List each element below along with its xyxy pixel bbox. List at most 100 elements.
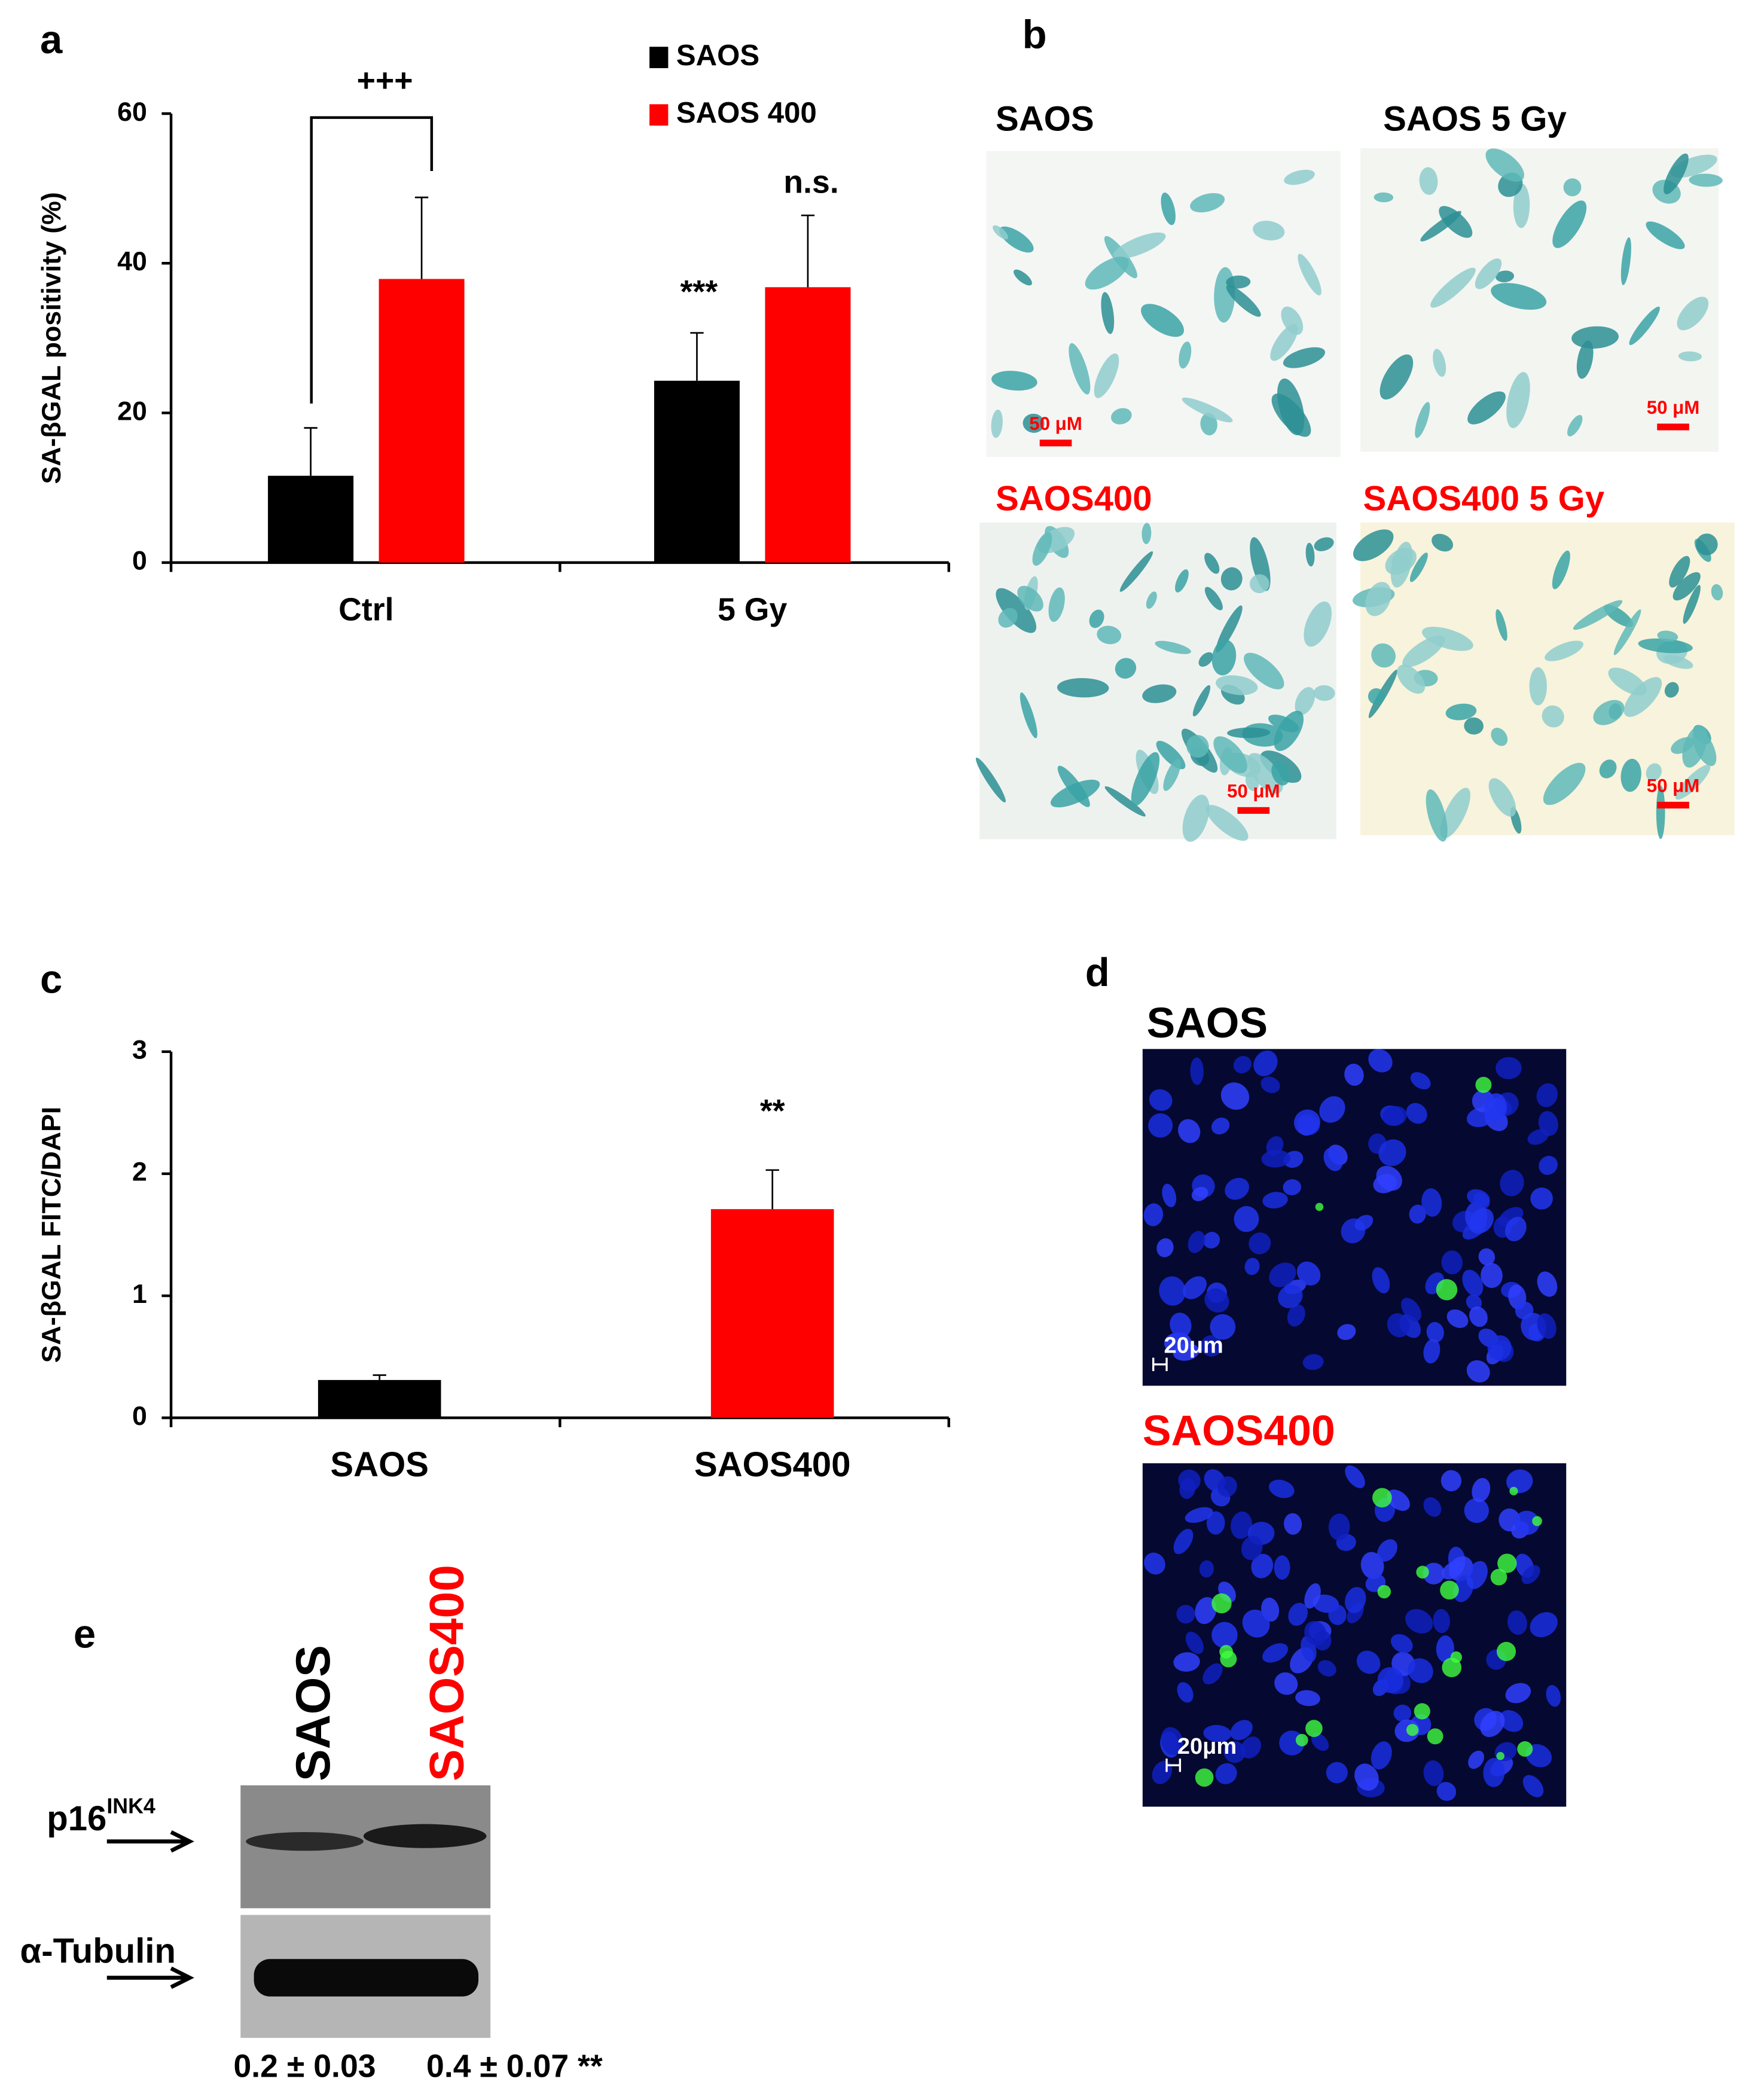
- cell: [1696, 533, 1718, 555]
- cell: [1268, 1479, 1295, 1498]
- scale-bar-label: 50 μM: [1029, 413, 1082, 434]
- cell: [1262, 1643, 1288, 1663]
- cell: [1371, 1741, 1392, 1770]
- annotation: ***: [680, 274, 718, 310]
- row-label-main: p16: [47, 1799, 106, 1838]
- y-axis-label: SA-βGAL FITC/DAPI: [37, 1107, 66, 1363]
- cell: [1599, 759, 1617, 779]
- cell: [1203, 1724, 1232, 1742]
- y-tick-label: 0: [132, 1402, 147, 1431]
- legend-label: SAOS: [676, 39, 759, 72]
- cell: [1304, 1583, 1321, 1609]
- cell: [1115, 658, 1137, 679]
- cell: [1419, 167, 1438, 195]
- cell: [1204, 553, 1220, 574]
- band: [254, 1959, 479, 1997]
- cell: [1545, 640, 1583, 661]
- cell: [1468, 1208, 1494, 1234]
- cell: [1409, 1204, 1426, 1224]
- cell: [1608, 667, 1647, 696]
- cell: [1113, 232, 1166, 259]
- cell: [1390, 1634, 1413, 1653]
- cell: [1188, 1231, 1205, 1253]
- cell: [1422, 627, 1473, 651]
- cell: [1283, 347, 1326, 368]
- cell: [1317, 1660, 1336, 1677]
- cell: [1673, 572, 1701, 601]
- cell: [1567, 414, 1583, 436]
- green-cell: [1416, 1565, 1429, 1579]
- cell: [1249, 1232, 1271, 1254]
- cell: [1244, 652, 1284, 689]
- cell: [1430, 267, 1476, 308]
- panel-label: a: [40, 17, 63, 62]
- cell: [1365, 582, 1391, 616]
- cell: [1142, 684, 1177, 703]
- cell: [1173, 1652, 1200, 1672]
- cell: [1244, 1257, 1260, 1275]
- cell: [1305, 542, 1315, 567]
- green-cell: [1509, 1486, 1518, 1495]
- cell: [1439, 206, 1473, 238]
- cell: [1678, 351, 1702, 362]
- cell: [1675, 764, 1711, 800]
- green-cell: [1295, 1733, 1308, 1747]
- band: [246, 1832, 364, 1851]
- cell: [1048, 587, 1065, 622]
- cell: [1161, 193, 1176, 225]
- quantification: 0.4 ± 0.07 **: [426, 2049, 603, 2084]
- arrow: [106, 1830, 194, 1853]
- cell: [1206, 1511, 1225, 1535]
- band: [363, 1824, 487, 1848]
- cell: [1200, 413, 1217, 436]
- cell: [1360, 1552, 1384, 1579]
- cell: [1203, 1663, 1223, 1685]
- cell: [1159, 1276, 1186, 1306]
- cell: [1261, 1150, 1290, 1168]
- green-cell: [1440, 1580, 1459, 1600]
- cell: [1552, 200, 1587, 248]
- cell: [1186, 735, 1209, 758]
- scale-bar: [1152, 1357, 1168, 1371]
- cell: [1671, 737, 1694, 754]
- cell: [1274, 710, 1304, 751]
- cell: [1573, 600, 1623, 630]
- cell: [1536, 1083, 1558, 1107]
- green-cell: [1496, 1641, 1516, 1662]
- cell: [1543, 762, 1586, 805]
- cell: [1097, 625, 1122, 645]
- cell: [1149, 1089, 1173, 1111]
- cell: [1274, 1672, 1298, 1695]
- cell: [1211, 639, 1237, 676]
- cell: [1101, 292, 1115, 334]
- cell: [1478, 1248, 1496, 1266]
- cell: [1664, 153, 1689, 194]
- cell: [1069, 343, 1091, 395]
- cell: [1262, 1192, 1288, 1209]
- green-cell: [1517, 1741, 1533, 1757]
- green-cell: [1496, 1751, 1504, 1760]
- cell: [1148, 1113, 1173, 1138]
- cell: [1546, 1684, 1561, 1707]
- cell: [1426, 789, 1448, 842]
- cell: [1104, 786, 1146, 817]
- green-cell: [1497, 1553, 1517, 1573]
- cell: [1445, 703, 1477, 721]
- significance-bracket: [310, 116, 434, 404]
- cell: [1480, 1711, 1505, 1738]
- cell: [1192, 685, 1211, 717]
- cell: [1537, 1313, 1557, 1339]
- cell: [1529, 667, 1547, 706]
- cell: [1270, 323, 1298, 361]
- cell: [1284, 169, 1315, 185]
- cell: [1311, 1733, 1329, 1751]
- cell: [1496, 609, 1507, 641]
- cell: [1657, 630, 1678, 642]
- cell: [1571, 326, 1619, 349]
- cell: [1353, 529, 1394, 561]
- cell: [1293, 1109, 1320, 1135]
- cell: [1506, 372, 1530, 429]
- cell: [1467, 1189, 1490, 1207]
- cell: [1146, 591, 1157, 609]
